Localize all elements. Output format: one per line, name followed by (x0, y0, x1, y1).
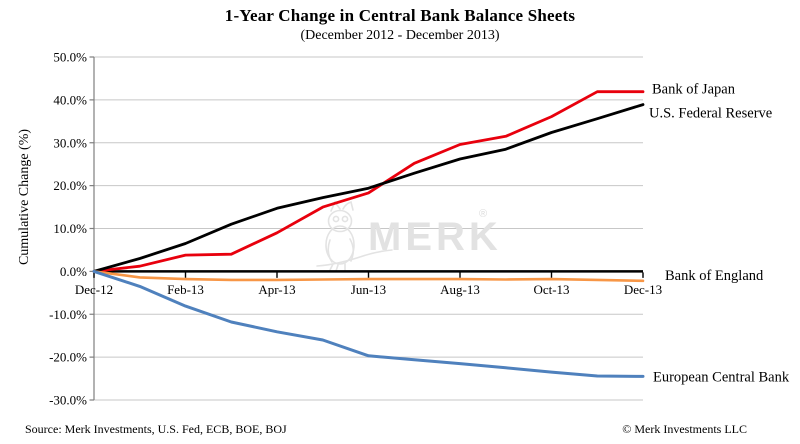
copyright-note: © Merk Investments LLC (622, 422, 747, 436)
x-tick-label: Dec-13 (624, 282, 662, 297)
series-label-u-s-federal-reserve: U.S. Federal Reserve (649, 106, 772, 122)
axis-and-series-labels: 50.0% 40.0% 30.0% 20.0% 10.0% 0.0% -10.0% -20.0… (49, 50, 790, 408)
chart-subtitle: (December 2012 - December 2013) (300, 28, 500, 43)
x-tick-label: Oct-13 (533, 282, 569, 297)
y-tick-label: -20.0% (49, 350, 87, 365)
chart-title: 1-Year Change in Central Bank Balance Sh… (224, 6, 576, 25)
series-line-european-central-bank (92, 269, 645, 378)
merk-owl-watermark-icon (316, 200, 393, 272)
x-tick-label: Apr-13 (258, 282, 295, 297)
y-tick-label: -30.0% (49, 393, 87, 408)
x-tick-label: Feb-13 (167, 282, 204, 297)
axes (89, 56, 644, 401)
series-label-bank-of-england: Bank of England (665, 268, 764, 284)
x-tick-label: Dec-12 (75, 282, 113, 297)
data-series (92, 90, 645, 378)
y-tick-label: 10.0% (53, 221, 87, 236)
series-line-bank-of-england (92, 270, 645, 283)
y-tick-label: -10.0% (49, 307, 87, 322)
y-tick-label: 30.0% (53, 135, 87, 150)
series-line-bank-of-japan (92, 90, 645, 273)
series-line-u-s-federal-reserve (92, 103, 645, 273)
merk-watermark-text: MERK (368, 215, 502, 259)
y-tick-label: 20.0% (53, 178, 87, 193)
merk-watermark-registered-icon: ® (479, 208, 487, 220)
source-note: Source: Merk Investments, U.S. Fed, ECB,… (25, 422, 287, 436)
y-tick-label: 0.0% (60, 264, 87, 279)
x-tick-label: Aug-13 (440, 282, 480, 297)
x-tick-label: Jun-13 (351, 282, 386, 297)
y-tick-label: 40.0% (53, 92, 87, 107)
y-tick-label: 50.0% (53, 50, 87, 65)
series-label-european-central-bank: European Central Bank (653, 369, 790, 385)
series-label-bank-of-japan: Bank of Japan (652, 82, 736, 98)
